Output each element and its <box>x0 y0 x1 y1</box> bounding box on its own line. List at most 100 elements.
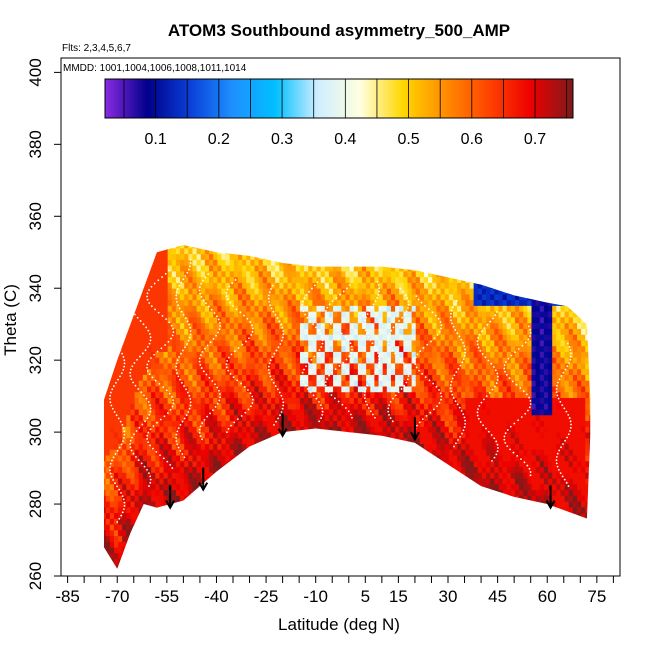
heatmap-cell <box>419 403 425 410</box>
heatmap-cell <box>209 334 214 341</box>
heatmap-cell <box>316 529 322 537</box>
heatmap-cell <box>333 512 338 519</box>
heatmap-cell <box>387 570 392 576</box>
heatmap-cell <box>209 570 214 576</box>
heatmap-cell <box>345 506 350 514</box>
heatmap-cell <box>345 322 350 329</box>
heatmap-cell <box>337 288 342 295</box>
heatmap-cell <box>333 426 338 433</box>
heatmap-cell <box>432 270 437 278</box>
heatmap-cell <box>97 449 102 455</box>
heatmap-cell <box>196 437 202 445</box>
heatmap-cell <box>362 495 367 502</box>
heatmap-cell <box>151 489 156 496</box>
heatmap-cell <box>291 351 297 358</box>
heatmap-cell <box>299 426 305 433</box>
heatmap-cell <box>138 455 144 462</box>
heatmap-cell <box>362 443 367 450</box>
heatmap-cell <box>337 311 342 318</box>
heatmap-cell <box>209 397 214 404</box>
heatmap-cell <box>382 489 388 496</box>
heatmap-cell <box>184 340 189 347</box>
heatmap-cell <box>287 472 293 479</box>
heatmap-cell <box>175 276 181 283</box>
heatmap-cell <box>204 506 210 514</box>
heatmap-cell <box>382 282 388 289</box>
heatmap-cell <box>188 414 193 421</box>
heatmap-cell <box>370 374 375 381</box>
heatmap-cell <box>366 317 371 324</box>
heatmap-cell <box>345 357 350 364</box>
heatmap-cell <box>209 299 214 306</box>
heatmap-cell <box>390 426 396 433</box>
heatmap-cell <box>254 489 260 496</box>
heatmap-cell <box>113 443 119 450</box>
heatmap-cell <box>262 426 268 433</box>
heatmap-cell <box>341 472 346 479</box>
heatmap-cell <box>105 293 111 301</box>
heatmap-cell <box>362 236 367 242</box>
heatmap-cell <box>321 236 326 242</box>
heatmap-cell <box>221 403 226 410</box>
heatmap-cell <box>134 414 140 421</box>
heatmap-cell <box>105 245 111 249</box>
heatmap-cell <box>229 541 235 548</box>
heatmap-cell <box>229 293 235 301</box>
heatmap-cell <box>324 334 330 341</box>
heatmap-cell <box>353 270 359 278</box>
heatmap-cell <box>279 368 284 375</box>
heatmap-cell <box>237 495 243 502</box>
heatmap-cell <box>353 357 359 364</box>
heatmap-cell <box>258 386 264 393</box>
heatmap-cell <box>200 391 206 398</box>
heatmap-cell <box>403 512 408 519</box>
heatmap-cell <box>328 443 334 450</box>
heatmap-cell <box>266 449 272 456</box>
heatmap-cell <box>192 282 198 289</box>
heatmap-cell <box>167 397 173 404</box>
heatmap-cell <box>407 299 413 306</box>
heatmap-cell <box>374 409 379 416</box>
heatmap-cell <box>432 357 437 364</box>
heatmap-cell <box>104 460 107 468</box>
heatmap-cell <box>97 242 102 248</box>
heatmap-cell <box>130 564 135 569</box>
heatmap-cell <box>229 535 235 542</box>
heatmap-cell <box>411 524 417 531</box>
heatmap-cell <box>299 288 305 295</box>
heatmap-cell <box>283 449 288 456</box>
heatmap-cell <box>155 409 160 416</box>
heatmap-cell <box>283 293 288 301</box>
heatmap-cell <box>126 455 131 462</box>
heatmap-cell <box>200 414 206 421</box>
heatmap-cell <box>283 282 288 289</box>
heatmap-cell <box>221 564 226 569</box>
heatmap-cell <box>370 432 375 439</box>
heatmap-cell <box>237 317 243 324</box>
heatmap-cell <box>204 340 210 347</box>
heatmap-cell <box>114 236 119 242</box>
heatmap-cell <box>291 443 297 450</box>
heatmap-cell <box>266 259 272 266</box>
heatmap-cell <box>279 265 284 272</box>
heatmap-cell <box>312 472 317 479</box>
heatmap-cell <box>113 386 119 393</box>
heatmap-cell <box>134 483 140 491</box>
heatmap-cell <box>283 305 288 312</box>
heatmap-cell <box>333 558 338 565</box>
heatmap-cell <box>353 512 359 519</box>
heatmap-cell <box>242 276 247 283</box>
heatmap-cell <box>403 449 408 456</box>
heatmap-cell <box>105 535 111 542</box>
heatmap-cell <box>333 460 338 468</box>
heatmap-cell <box>109 455 115 462</box>
heatmap-cell <box>288 231 293 237</box>
heatmap-cell <box>304 236 309 242</box>
heatmap-cell <box>225 293 231 301</box>
heatmap-cell <box>196 380 202 387</box>
heatmap-cell <box>291 420 297 427</box>
heatmap-cell <box>147 351 152 358</box>
heatmap-cell <box>209 293 214 301</box>
heatmap-cell <box>407 437 413 445</box>
heatmap-cell <box>163 340 169 347</box>
